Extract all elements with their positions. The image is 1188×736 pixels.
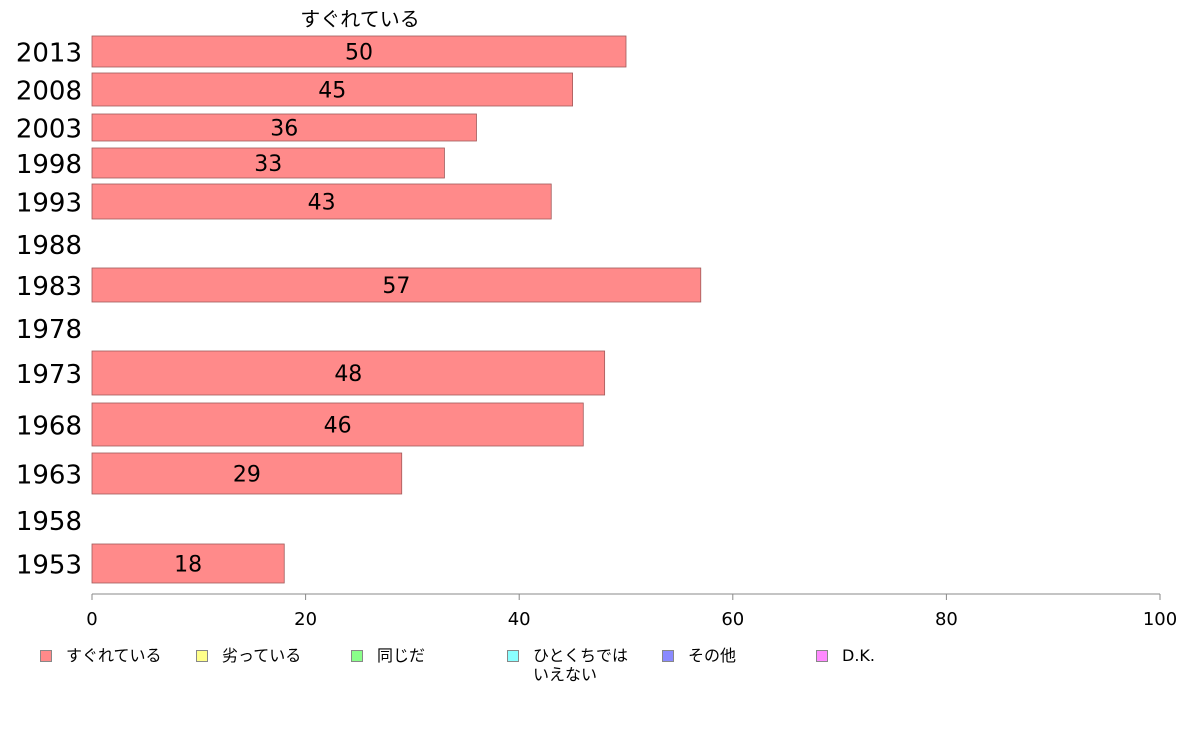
category-label-1998: 1998: [16, 150, 82, 180]
data-label-1968: 46: [324, 414, 352, 439]
category-label-2008: 2008: [16, 77, 82, 107]
data-label-2008: 45: [318, 79, 346, 104]
legend-label: ひとくちでは いえない: [533, 646, 629, 684]
category-label-1963: 1963: [16, 461, 82, 491]
legend-item-inferior: 劣っている: [196, 646, 301, 665]
category-label-1968: 1968: [16, 412, 82, 442]
x-axis: 0 20 40 60 80 100: [86, 593, 1177, 630]
x-tick-label-0: 0: [86, 609, 97, 630]
legend-swatch-other: [662, 650, 674, 662]
x-tick-label-40: 40: [508, 609, 531, 630]
bar-1963: [91, 452, 403, 495]
data-label-2013: 50: [345, 41, 373, 66]
legend-label: 劣っている: [222, 646, 302, 665]
legend-label: すぐれている: [66, 646, 162, 665]
data-label-1998: 33: [254, 152, 282, 177]
x-tick-label-100: 100: [1143, 609, 1177, 630]
data-label-1993: 43: [308, 191, 336, 216]
category-label-2003: 2003: [16, 115, 82, 145]
bar-1998: [91, 147, 445, 179]
bar-2003: [91, 113, 477, 142]
legend-label: D.K.: [842, 646, 875, 665]
legend-swatch-cannot-say: [507, 650, 519, 662]
x-tick-label-60: 60: [721, 609, 744, 630]
bar-1953: [91, 543, 285, 584]
category-label-1953: 1953: [16, 551, 82, 581]
legend-label: 同じだ: [377, 646, 426, 665]
legend-swatch-inferior: [196, 650, 208, 662]
category-label-1983: 1983: [16, 272, 82, 302]
bar-1968: [91, 402, 584, 447]
category-label-2013: 2013: [16, 39, 82, 69]
data-label-1953: 18: [174, 553, 202, 578]
legend-item-same: 同じだ: [351, 646, 425, 665]
legend: すぐれている 劣っている 同じだ ひとくちでは いえない その他 D.K.: [0, 646, 1188, 696]
data-label-2003: 36: [270, 117, 298, 142]
legend-item-cannot-say: ひとくちでは いえない: [507, 646, 628, 684]
data-label-1973: 48: [334, 362, 362, 387]
bar-chart: すぐれている 2013 50 2008 45 2003 36 1998 33 1993 43 198…: [16, 7, 1177, 630]
category-label-1993: 1993: [16, 189, 82, 219]
x-tick-label-80: 80: [935, 609, 958, 630]
category-label-1988: 1988: [16, 231, 82, 261]
chart-title: すぐれている: [300, 7, 419, 31]
bar-1973: [91, 350, 606, 396]
category-label-1973: 1973: [16, 360, 82, 390]
legend-swatch-superior: [40, 650, 52, 662]
legend-item-dk: D.K.: [816, 646, 875, 665]
bars-group: 2013 50 2008 45 2003 36 1998 33 1993 43 1988 1983 57…: [16, 35, 702, 584]
bar-1983: [91, 267, 702, 303]
bar-1993: [91, 183, 552, 220]
category-label-1978: 1978: [16, 315, 82, 345]
legend-item-other: その他: [662, 646, 736, 665]
legend-swatch-dk: [816, 650, 828, 662]
legend-label: その他: [688, 646, 737, 665]
bar-2013: [91, 35, 627, 68]
bar-2008: [91, 72, 574, 107]
data-label-1983: 57: [382, 274, 410, 299]
category-label-1958: 1958: [16, 507, 82, 537]
legend-item-superior: すぐれている: [40, 646, 162, 665]
data-label-1963: 29: [233, 463, 261, 488]
x-tick-label-20: 20: [294, 609, 317, 630]
legend-swatch-same: [351, 650, 363, 662]
